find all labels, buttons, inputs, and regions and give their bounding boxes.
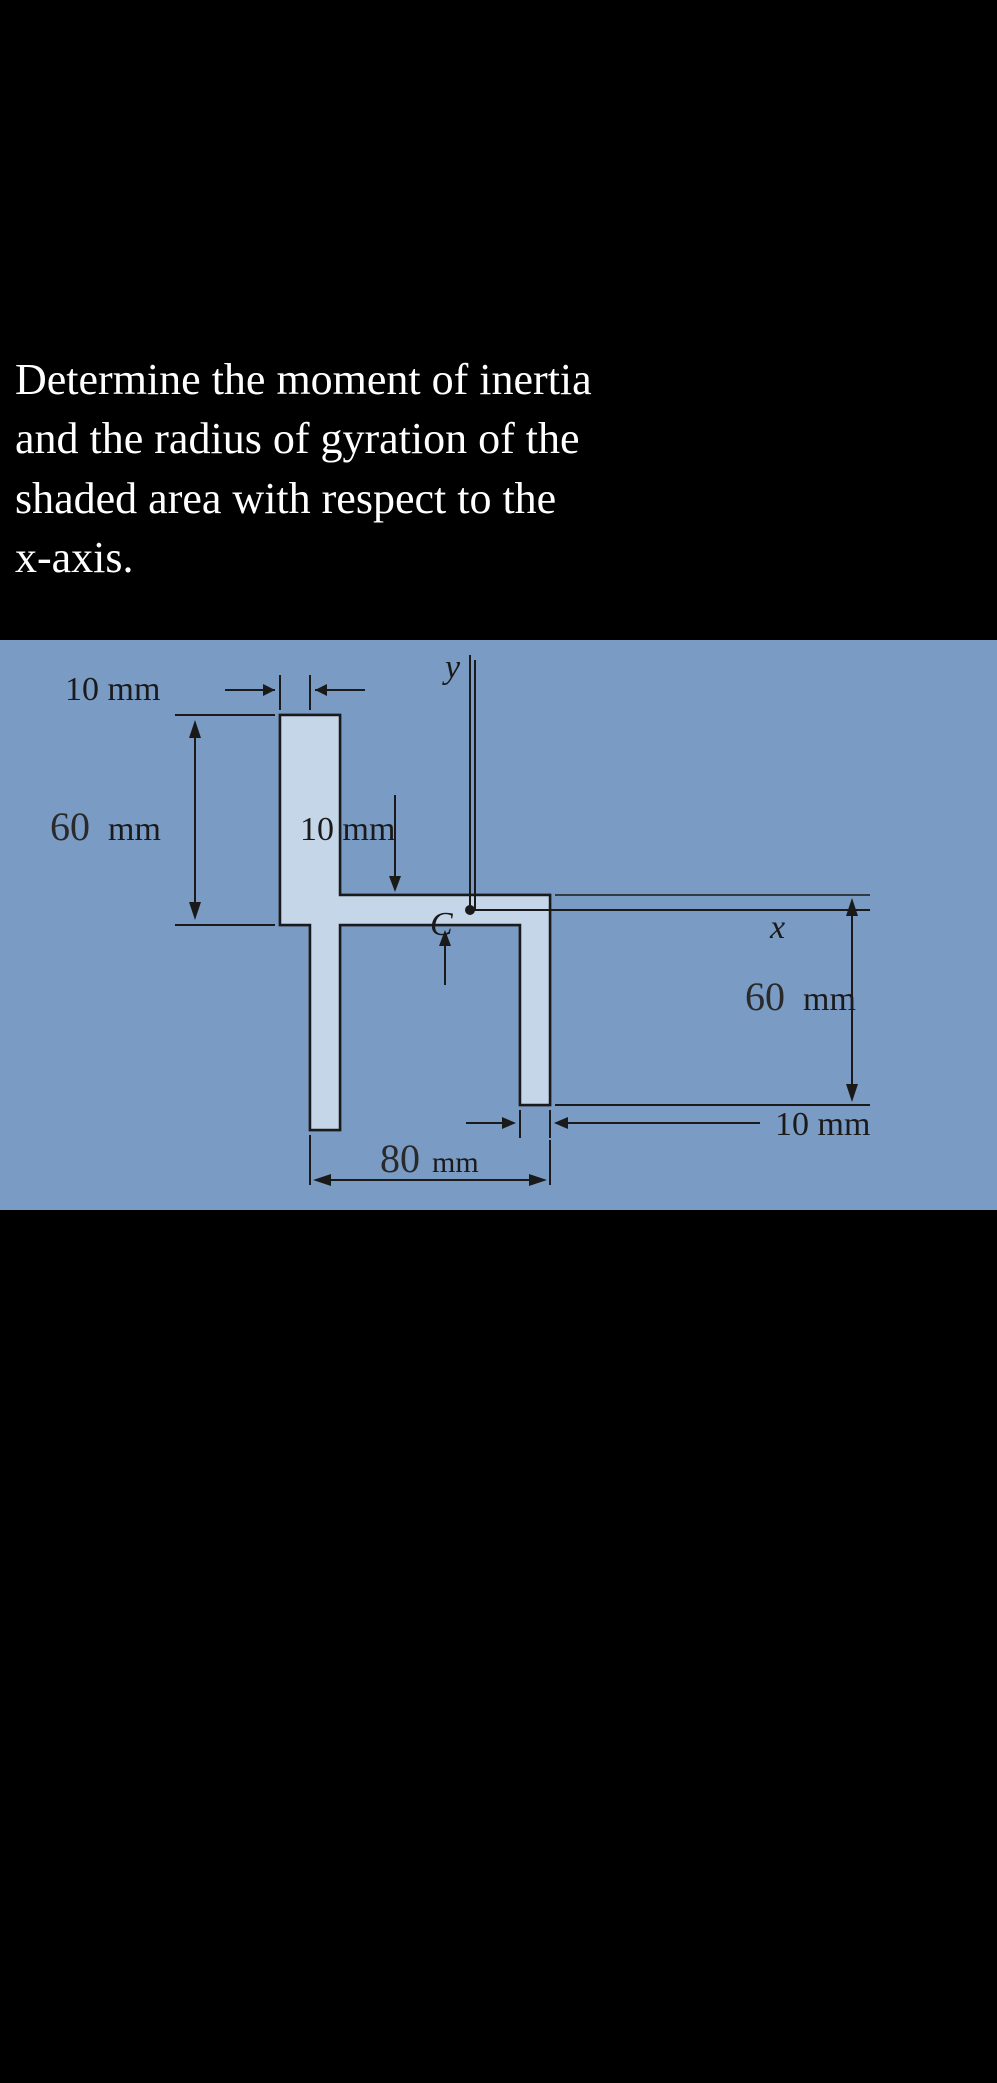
x-axis-label: x [769, 909, 785, 946]
dim-left-h-unit: mm [108, 811, 161, 848]
y-axis-label: y [442, 649, 461, 686]
dim-bottom-hw: 80 [380, 1136, 420, 1181]
dim-left-h-hw: 60 [50, 804, 90, 849]
problem-line: shaded area with respect to the [15, 474, 556, 523]
centroid-point [465, 905, 475, 915]
problem-line: x-axis. [15, 533, 134, 582]
dim-right-h-unit: mm [803, 981, 856, 1018]
dim-top-left: 10 mm [65, 671, 160, 708]
problem-line: and the radius of gyration of the [15, 414, 580, 463]
dim-bottom-unit: mm [432, 1146, 479, 1179]
problem-line: Determine the moment of inertia [15, 355, 592, 404]
dim-mid-thk: 10 mm [300, 811, 395, 848]
dim-right-h-hw: 60 [745, 974, 785, 1019]
page: Determine the moment of inertia and the … [0, 0, 997, 2083]
figure: y x C 10 mm 60 mm [0, 640, 997, 1210]
diagram-svg: y x C 10 mm 60 mm [0, 640, 997, 1210]
centroid-label: C [430, 906, 453, 943]
dim-bottom-right: 10 mm [775, 1106, 870, 1143]
problem-statement: Determine the moment of inertia and the … [15, 350, 982, 588]
